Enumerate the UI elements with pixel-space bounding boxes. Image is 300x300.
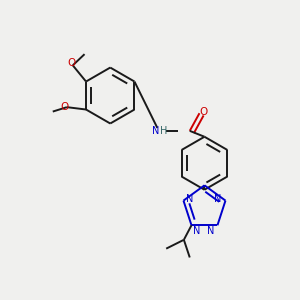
Text: N: N [186, 194, 194, 204]
Text: O: O [67, 58, 75, 68]
Text: N: N [193, 226, 200, 236]
Text: N: N [152, 126, 159, 136]
Text: O: O [199, 107, 207, 117]
Text: O: O [60, 102, 69, 112]
Text: N: N [207, 226, 215, 236]
Text: H: H [160, 126, 168, 136]
Text: N: N [214, 194, 221, 204]
